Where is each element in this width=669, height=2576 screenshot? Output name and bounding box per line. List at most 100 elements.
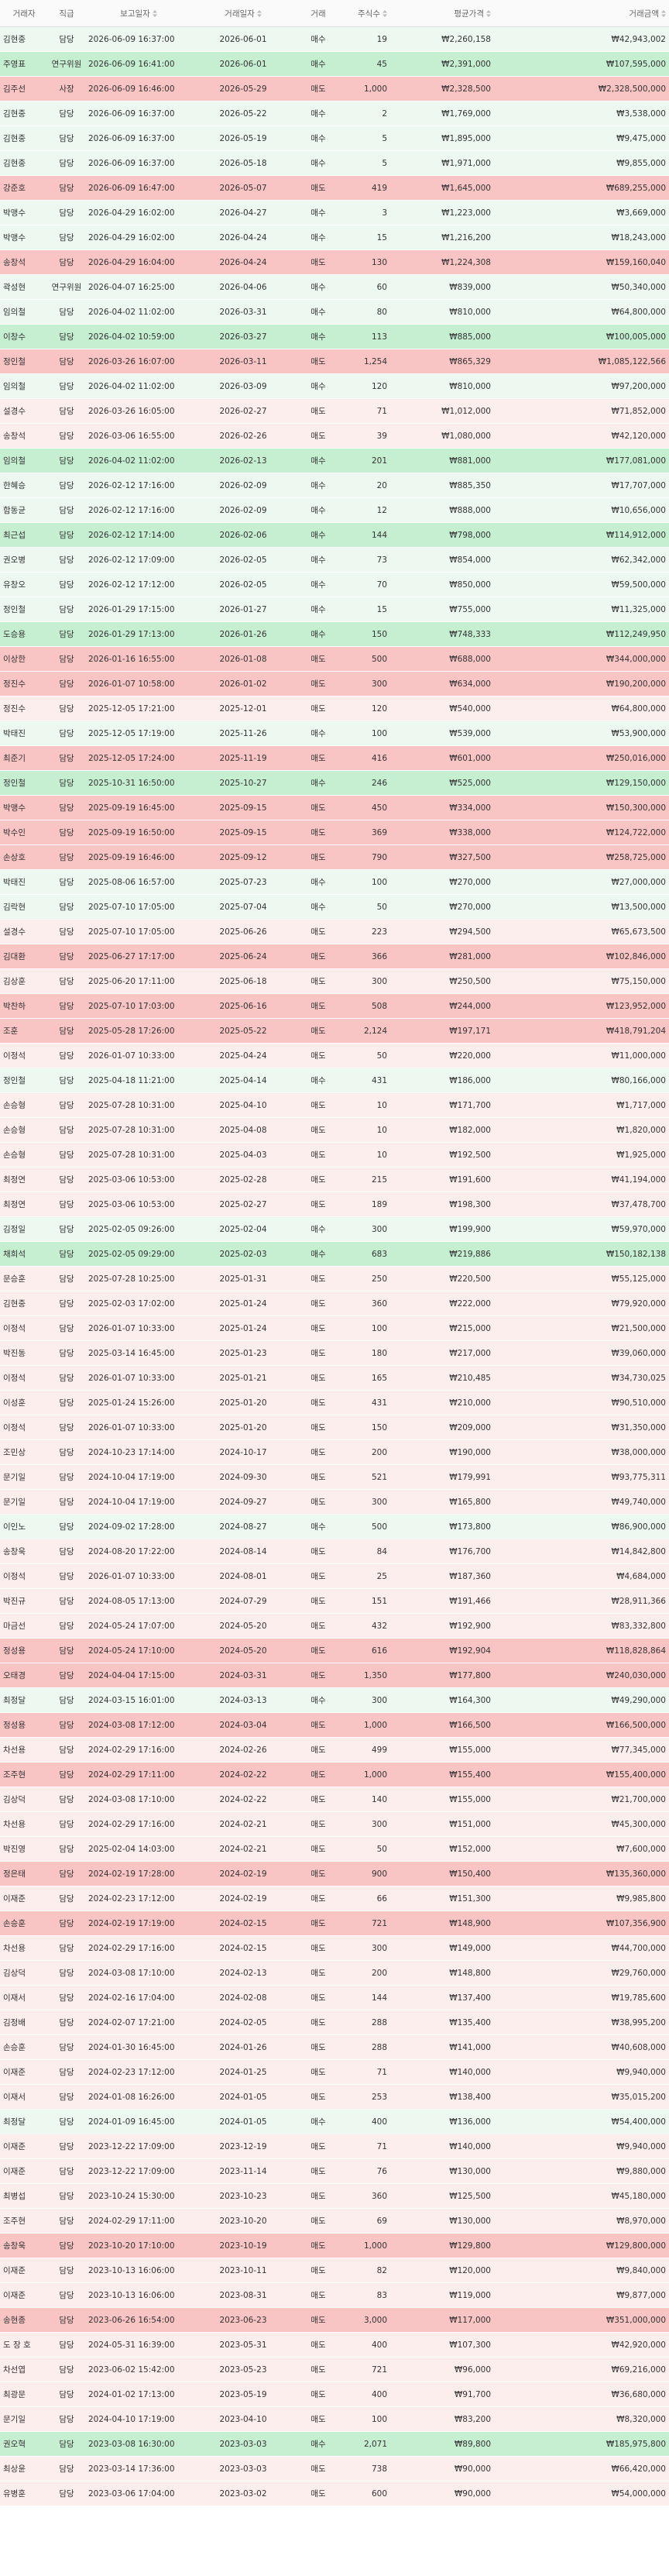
cell: ₩45,300,000 [494, 1811, 669, 1837]
cell: 매도 [294, 1663, 342, 1688]
cell: 매도 [294, 1266, 342, 1291]
cell: 2026-04-02 11:02:00 [85, 299, 192, 325]
cell: 담당 [48, 1588, 85, 1614]
cell: ₩244,000 [390, 993, 494, 1019]
cell: 2024-01-09 16:45:00 [85, 2109, 192, 2134]
column-header[interactable]: 보고일자 [85, 0, 192, 27]
cell: 담당 [48, 597, 85, 622]
cell: 박맹수 [0, 200, 48, 225]
cell: 2025-01-23 [192, 1340, 294, 1366]
cell: 매수 [294, 572, 342, 597]
cell: 2023-05-23 [192, 2357, 294, 2382]
cell: 매도 [294, 2258, 342, 2283]
cell: 매도 [294, 1935, 342, 1961]
cell: 2026-03-11 [192, 349, 294, 374]
cell: ₩2,260,158 [390, 26, 494, 52]
column-header[interactable]: 거래일자 [192, 0, 294, 27]
cell: 2025-07-10 17:05:00 [85, 894, 192, 920]
cell: 2026-02-12 17:16:00 [85, 473, 192, 498]
cell: 2025-06-26 [192, 919, 294, 944]
cell: 매도 [294, 1340, 342, 1366]
trade-row: 오태경 담당 2024-04-04 17:15:00 2024-03-31 매도 1,35… [0, 1663, 669, 1688]
cell: 담당 [48, 1712, 85, 1738]
cell: 매수 [294, 1216, 342, 1242]
sort-icon[interactable] [383, 10, 387, 17]
cell: 2026-03-26 16:07:00 [85, 349, 192, 374]
trade-row: 김상덕 담당 2024-03-08 17:10:00 2024-02-13 매도 200 ₩… [0, 1960, 669, 1986]
sort-icon[interactable] [256, 10, 262, 17]
cell: 120 [342, 696, 390, 721]
sort-icon[interactable] [152, 10, 157, 17]
cell: 임의철 [0, 299, 48, 325]
cell: ₩8,320,000 [494, 2406, 669, 2432]
cell: 매도 [294, 1043, 342, 1068]
trade-row: 박찬하 담당 2025-07-10 17:03:00 2025-06-16 매도 508 ₩… [0, 993, 669, 1019]
cell: 738 [342, 2456, 390, 2481]
cell: 300 [342, 1489, 390, 1515]
cell: ₩294,500 [390, 919, 494, 944]
column-header: 거래 [294, 0, 342, 27]
cell: ₩18,243,000 [494, 225, 669, 250]
cell: 매도 [294, 249, 342, 275]
cell: 2026-01-07 10:33:00 [85, 1316, 192, 1341]
cell: 매수 [294, 373, 342, 399]
cell: 조주현 [0, 1762, 48, 1787]
cell: 300 [342, 1811, 390, 1837]
cell: 매수 [294, 448, 342, 473]
cell: 2024-02-23 17:12:00 [85, 1886, 192, 1911]
cell: 매도 [294, 993, 342, 1019]
trade-row: 함동균 담당 2026-02-12 17:16:00 2026-02-09 매수 12 ₩8… [0, 497, 669, 523]
cell: 73 [342, 547, 390, 573]
cell: ₩2,391,000 [390, 51, 494, 77]
cell: 마금선 [0, 1613, 48, 1639]
column-header[interactable]: 평균가격 [390, 0, 494, 27]
cell: 2024-07-29 [192, 1588, 294, 1614]
cell: 매도 [294, 1117, 342, 1143]
cell: 2,071 [342, 2431, 390, 2457]
cell: 김상훈 [0, 968, 48, 994]
cell: 1,000 [342, 2233, 390, 2258]
cell: 508 [342, 993, 390, 1019]
cell: 2024-02-08 [192, 1985, 294, 2010]
cell: 매도 [294, 2034, 342, 2060]
cell: 정인철 [0, 597, 48, 622]
cell: 주영표 [0, 51, 48, 77]
cell: 매수 [294, 1514, 342, 1539]
cell: 416 [342, 745, 390, 771]
cell: 담당 [48, 869, 85, 895]
cell: ₩27,000,000 [494, 869, 669, 895]
cell: ₩9,855,000 [494, 150, 669, 176]
cell: 2024-09-02 17:28:00 [85, 1514, 192, 1539]
cell: 400 [342, 2109, 390, 2134]
cell: ₩117,000 [390, 2307, 494, 2333]
cell: 2024-03-08 17:12:00 [85, 1712, 192, 1738]
cell: ₩49,740,000 [494, 1489, 669, 1515]
cell: 360 [342, 2183, 390, 2209]
cell: 매도 [294, 795, 342, 820]
trade-row: 김현중 담당 2026-06-09 16:37:00 2026-05-22 매수 2 ₩1,… [0, 101, 669, 126]
cell: 2023-06-26 16:54:00 [85, 2307, 192, 2333]
cell: 김현중 [0, 1291, 48, 1316]
cell: 담당 [48, 175, 85, 201]
cell: 50 [342, 1043, 390, 1068]
trade-row: 곽성현 연구위원 2026-04-07 16:25:00 2026-04-06 매수 60… [0, 274, 669, 300]
cell: 76 [342, 2158, 390, 2184]
cell: 담당 [48, 200, 85, 225]
cell: 담당 [48, 448, 85, 473]
cell: 83 [342, 2282, 390, 2308]
cell: ₩31,350,000 [494, 1415, 669, 1440]
cell: ₩7,600,000 [494, 1836, 669, 1862]
column-header[interactable]: 주식수 [342, 0, 390, 27]
column-header[interactable]: 거래금액 [494, 0, 669, 27]
cell: 김현중 [0, 26, 48, 52]
cell: 2023-06-02 15:42:00 [85, 2357, 192, 2382]
trade-row: 김현중 담당 2025-02-03 17:02:00 2025-01-24 매도 360 ₩… [0, 1291, 669, 1316]
trade-row: 김정일 담당 2025-02-05 09:26:00 2025-02-04 매수 300 ₩… [0, 1216, 669, 1242]
trade-row: 채희석 담당 2025-02-05 09:29:00 2025-02-03 매수 683 ₩… [0, 1241, 669, 1267]
cell: 100 [342, 1316, 390, 1341]
sort-icon[interactable] [486, 10, 491, 17]
trade-row: 이창수 담당 2026-04-02 10:59:00 2026-03-27 매수 113 ₩… [0, 324, 669, 349]
cell: 이재준 [0, 1886, 48, 1911]
cell: ₩192,900 [390, 1613, 494, 1639]
sort-icon[interactable] [661, 10, 666, 17]
